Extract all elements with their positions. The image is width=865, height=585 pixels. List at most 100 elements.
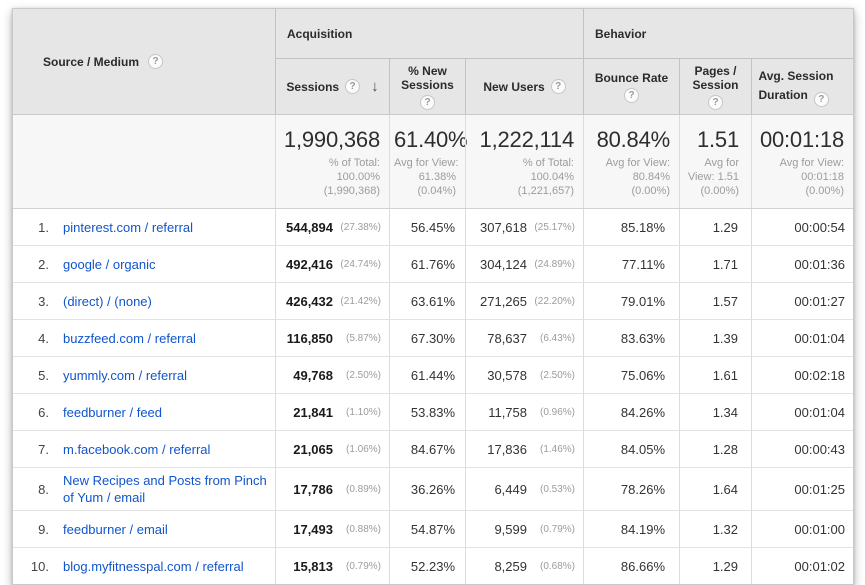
totals-row: 1,990,368 % of Total: 100.00% (1,990,368… (13, 115, 853, 209)
help-icon[interactable]: ? (708, 94, 723, 110)
source-medium-link[interactable]: (direct) / (none) (63, 293, 152, 309)
sessions-value: 544,894 (286, 219, 333, 235)
source-medium-link[interactable]: blog.myfitnesspal.com / referral (63, 558, 244, 574)
source-medium-cell: 1. pinterest.com / referral (13, 209, 275, 245)
row-rank: 3. (38, 293, 49, 309)
row-rank: 7. (38, 441, 49, 457)
pct-new-sessions-cell: 61.44% (389, 357, 465, 393)
sessions-cell: 15,813 (0.79%) (275, 548, 389, 584)
pages-total-subline: View: 1.51 (687, 171, 739, 183)
column-header-source-medium[interactable]: Source / Medium ? (13, 9, 275, 114)
help-icon[interactable]: ? (420, 94, 435, 110)
pages-total-subline: Avg for (704, 157, 739, 169)
help-icon[interactable]: ? (813, 91, 829, 107)
totals-sessions: 1,990,368 % of Total: 100.00% (1,990,368… (275, 115, 389, 208)
sessions-percent: (0.89%) (345, 483, 381, 495)
totals-new-users: 1,222,114 % of Total: 100.04% (1,221,657… (465, 115, 583, 208)
avg-duration-value: 00:01:04 (794, 330, 845, 346)
table-row: 4. buzzfeed.com / referral 116,850 (5.87… (13, 319, 853, 356)
help-icon[interactable]: ? (624, 87, 639, 103)
sessions-cell: 49,768 (2.50%) (275, 357, 389, 393)
avg-duration-value: 00:01:25 (794, 481, 845, 497)
pct-new-sessions-cell: 53.83% (389, 394, 465, 430)
new-users-cell: 30,578 (2.50%) (465, 357, 583, 393)
avg-duration-cell: 00:01:04 (751, 394, 853, 430)
avg-duration-value: 00:01:02 (794, 558, 845, 574)
new-users-percent: (0.79%) (539, 523, 575, 535)
column-header-pct-new-sessions[interactable]: % New Sessions ? (389, 59, 465, 114)
sessions-percent: (5.87%) (345, 332, 381, 344)
avg-duration-total: 00:01:18 (759, 127, 844, 152)
new-users-total-subline: % of Total: (522, 157, 574, 169)
new-users-value: 271,265 (480, 293, 527, 309)
pages-session-value: 1.34 (712, 404, 738, 420)
column-header-new-users[interactable]: New Users ? (465, 59, 583, 114)
source-medium-link[interactable]: New Recipes and Posts from Pinch of Yum … (63, 473, 267, 505)
pct-new-total-subline: Avg for View: (394, 157, 459, 169)
pages-session-cell: 1.57 (679, 283, 751, 319)
pages-session-value: 1.64 (712, 481, 738, 497)
new-users-cell: 11,758 (0.96%) (465, 394, 583, 430)
totals-source-medium-cell (13, 115, 275, 208)
bounce-total-subline: 80.84% (632, 171, 670, 183)
source-medium-link[interactable]: feedburner / feed (63, 404, 163, 420)
pct-new-sessions-cell: 56.45% (389, 209, 465, 245)
pct-new-sessions-cell: 84.67% (389, 431, 465, 467)
column-header-pages-session[interactable]: Pages / Session ? (679, 59, 751, 114)
column-header-bounce-rate[interactable]: Bounce Rate ? (583, 59, 679, 114)
pages-session-cell: 1.29 (679, 209, 751, 245)
bounce-rate-cell: 85.18% (583, 209, 679, 245)
sessions-cell: 492,416 (24.74%) (275, 246, 389, 282)
pct-new-sessions-value: 53.83% (410, 404, 455, 420)
pct-new-total-subline: 61.38% (418, 171, 456, 183)
help-icon[interactable]: ? (148, 54, 164, 69)
avg-duration-value: 00:01:04 (794, 404, 845, 420)
sessions-percent: (24.74%) (340, 258, 381, 270)
column-header-sessions[interactable]: Sessions ? ↓ (275, 59, 389, 114)
source-medium-link[interactable]: buzzfeed.com / referral (63, 330, 196, 346)
help-icon[interactable]: ? (345, 79, 361, 94)
source-medium-cell: 7. m.facebook.com / referral (13, 431, 275, 467)
sessions-value: 17,493 (293, 521, 333, 537)
sessions-value: 426,432 (286, 293, 333, 309)
new-users-cell: 6,449 (0.53%) (465, 468, 583, 510)
bounce-rate-value: 84.05% (620, 441, 665, 457)
new-users-percent: (0.53%) (539, 483, 575, 495)
source-medium-label: Source / Medium (43, 54, 140, 69)
source-medium-link[interactable]: m.facebook.com / referral (63, 441, 211, 457)
pct-new-sessions-cell: 52.23% (389, 548, 465, 584)
new-users-cell: 8,259 (0.68%) (465, 548, 583, 584)
source-medium-link[interactable]: yummly.com / referral (63, 367, 187, 383)
avg-duration-cell: 00:01:00 (751, 511, 853, 547)
column-header-avg-session-duration[interactable]: Avg. Session Duration? (751, 59, 853, 114)
sessions-total: 1,990,368 (283, 127, 380, 152)
pages-session-value: 1.29 (712, 219, 738, 235)
pages-session-cell: 1.71 (679, 246, 751, 282)
avg-duration-cell: 00:02:18 (751, 357, 853, 393)
source-medium-cell: 10. blog.myfitnesspal.com / referral (13, 548, 275, 584)
sessions-label: Sessions (286, 79, 340, 94)
source-medium-link[interactable]: pinterest.com / referral (63, 219, 194, 235)
pct-new-sessions-value: 84.67% (410, 441, 455, 457)
help-icon[interactable]: ? (550, 79, 566, 94)
new-users-value: 8,259 (494, 558, 527, 574)
bounce-total-subline: (0.00%) (631, 185, 670, 197)
row-rank: 6. (38, 404, 49, 420)
pages-session-value: 1.57 (712, 293, 738, 309)
new-users-cell: 271,265 (22.20%) (465, 283, 583, 319)
source-medium-link[interactable]: google / organic (63, 256, 156, 272)
table-row: 8. New Recipes and Posts from Pinch of Y… (13, 467, 853, 510)
sessions-value: 49,768 (293, 367, 333, 383)
sessions-percent: (0.88%) (345, 523, 381, 535)
pages-session-cell: 1.32 (679, 511, 751, 547)
pages-session-cell: 1.34 (679, 394, 751, 430)
bounce-rate-value: 86.66% (620, 558, 665, 574)
pages-session-value: 1.29 (712, 558, 738, 574)
table-body: 1. pinterest.com / referral 544,894 (27.… (13, 209, 853, 584)
bounce-rate-value: 77.11% (621, 256, 665, 272)
table-row: 6. feedburner / feed 21,841 (1.10%) 53.8… (13, 393, 853, 430)
pct-new-sessions-label: % New Sessions (401, 63, 454, 92)
duration-total-subline: (0.00%) (805, 185, 844, 197)
pages-session-value: 1.61 (712, 367, 738, 383)
source-medium-link[interactable]: feedburner / email (63, 521, 168, 537)
